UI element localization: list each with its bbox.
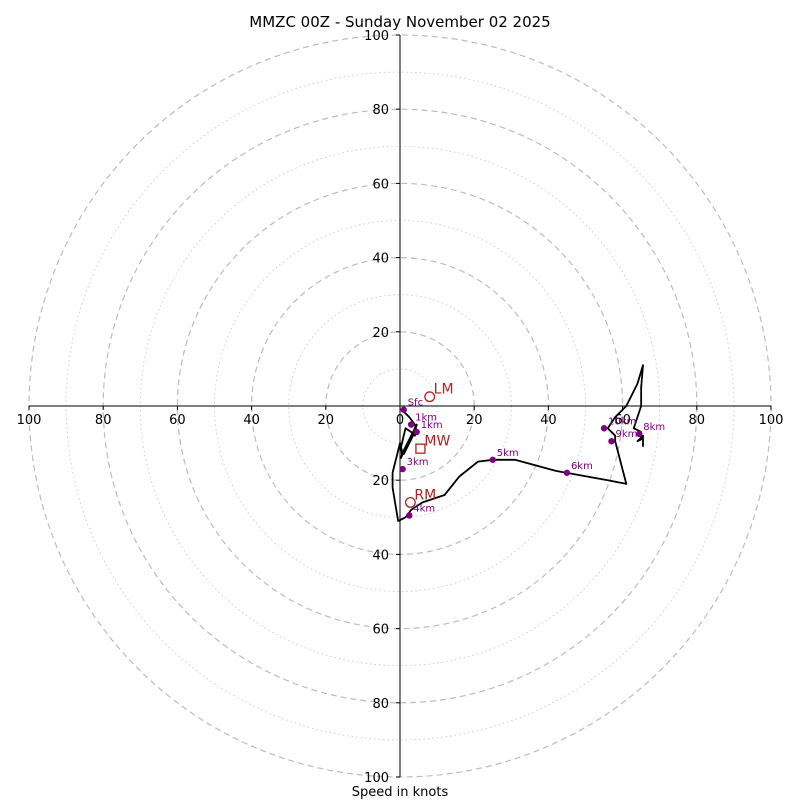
- altitude-label: 9km: [615, 429, 637, 440]
- tick-labels: 100 80 60 40 20 0 20 40 60 80 100 100 80 60 40 20 20 40 60…: [17, 29, 784, 786]
- altitude-point: [600, 425, 608, 432]
- storm-motion-circle: [424, 391, 436, 403]
- altitude-point: [563, 469, 571, 476]
- x-tick-label: 0: [396, 413, 404, 428]
- altitude-point: [400, 406, 407, 413]
- hodograph-line: [391, 364, 644, 522]
- x-tick-label: 20: [318, 413, 335, 428]
- altitude-point: [406, 512, 413, 519]
- y-tick-label: 100: [364, 29, 389, 44]
- storm-motion-label: RM: [414, 487, 436, 503]
- x-tick-label: 40: [540, 413, 557, 428]
- y-tick-label: 80: [372, 103, 389, 118]
- x-tick-label: 20: [466, 413, 483, 428]
- altitude-label: 1km: [415, 413, 437, 424]
- altitude-point: [407, 421, 415, 428]
- altitude-label: 8km: [643, 422, 665, 433]
- altitude-label: 10km: [608, 416, 636, 427]
- chart-title: MMZC 00Z - Sunday November 02 2025: [249, 13, 550, 31]
- altitude-point: [413, 428, 420, 436]
- storm-motion-square: [415, 443, 426, 454]
- altitude-point: [489, 456, 496, 463]
- y-tick-label: 40: [372, 548, 389, 563]
- y-tick-label: 60: [372, 177, 389, 192]
- altitude-label: 3km: [407, 457, 429, 468]
- y-tick-label: 80: [372, 697, 389, 712]
- y-tick-label: 100: [364, 771, 389, 786]
- storm-motion-label: LM: [434, 382, 454, 398]
- x-axis-label: Speed in knots: [352, 785, 449, 800]
- altitude-label: 6km: [571, 461, 593, 472]
- y-tick-label: 40: [372, 252, 389, 267]
- storm-motion-markers: LM MW RM: [404, 382, 454, 508]
- x-tick-label: 80: [95, 413, 112, 428]
- x-tick-label: 100: [17, 413, 42, 428]
- altitude-label: Sfc: [408, 398, 423, 409]
- x-tick-label: 100: [759, 413, 784, 428]
- storm-motion-label: MW: [424, 434, 450, 450]
- hodograph-trace: [391, 364, 644, 522]
- altitude-point: [636, 430, 643, 438]
- y-tick-label: 60: [372, 623, 389, 638]
- altitude-label: 5km: [497, 448, 519, 459]
- altitude-point: [608, 438, 615, 445]
- altitude-label: 1km: [421, 420, 443, 431]
- x-tick-label: 40: [243, 413, 260, 428]
- altitude-label: 4km: [413, 503, 435, 514]
- y-tick-label: 20: [372, 474, 389, 489]
- x-tick-label: 60: [169, 413, 186, 428]
- y-tick-label: 20: [372, 326, 389, 341]
- x-tick-label: 60: [614, 413, 631, 428]
- storm-motion-circle: [404, 497, 416, 508]
- altitude-point: [399, 465, 406, 473]
- x-tick-label: 80: [689, 413, 706, 428]
